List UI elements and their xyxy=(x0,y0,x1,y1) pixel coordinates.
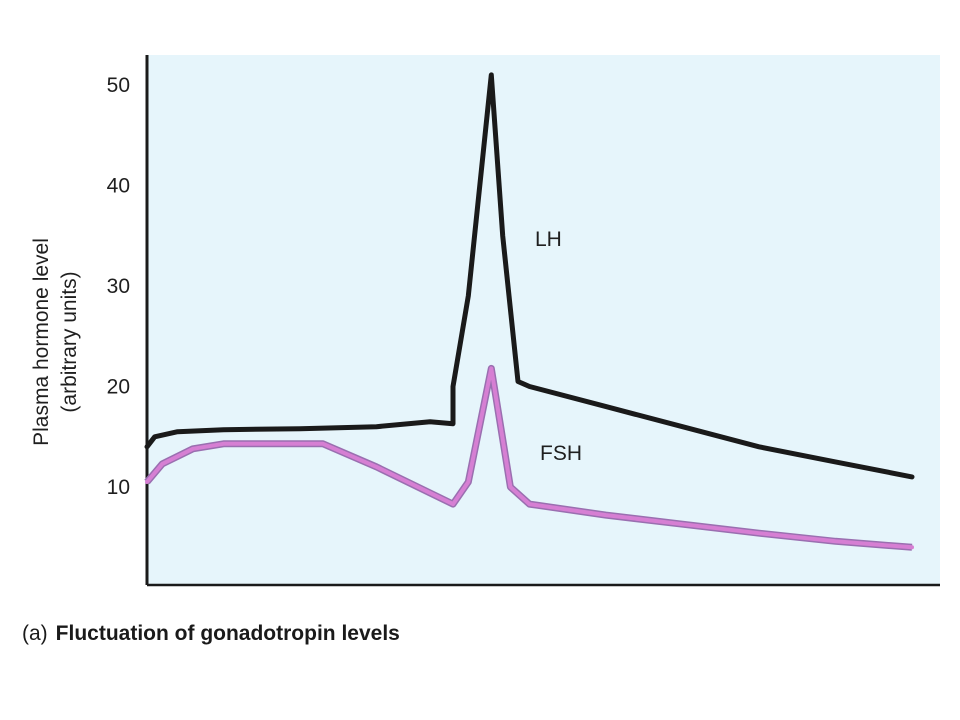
y-axis-label-line2: (arbitrary units) xyxy=(58,271,81,412)
y-ticks: 10 20 30 40 50 xyxy=(107,74,130,499)
fsh-series-label: FSH xyxy=(540,442,582,465)
caption-title: Fluctuation of gonadotropin levels xyxy=(55,622,400,645)
caption-letter: (a) xyxy=(22,622,48,645)
lh-series-label: LH xyxy=(535,228,562,251)
series-group xyxy=(144,72,915,551)
plot-background xyxy=(147,55,940,585)
fsh-line xyxy=(145,366,914,550)
y-tick-label: 20 xyxy=(107,376,130,399)
y-tick-label: 30 xyxy=(107,275,130,298)
y-tick-label: 40 xyxy=(107,175,130,198)
y-axis-label-line1: Plasma hormone level xyxy=(30,238,53,446)
figure-caption: (a) Fluctuation of gonadotropin levels xyxy=(22,622,400,646)
lh-line xyxy=(144,72,915,480)
y-tick-label: 10 xyxy=(107,476,130,499)
y-tick-label: 50 xyxy=(107,74,130,97)
gonadotropin-chart: 10 20 30 40 50 Plasma hormone level (arbitra… xyxy=(30,55,940,587)
